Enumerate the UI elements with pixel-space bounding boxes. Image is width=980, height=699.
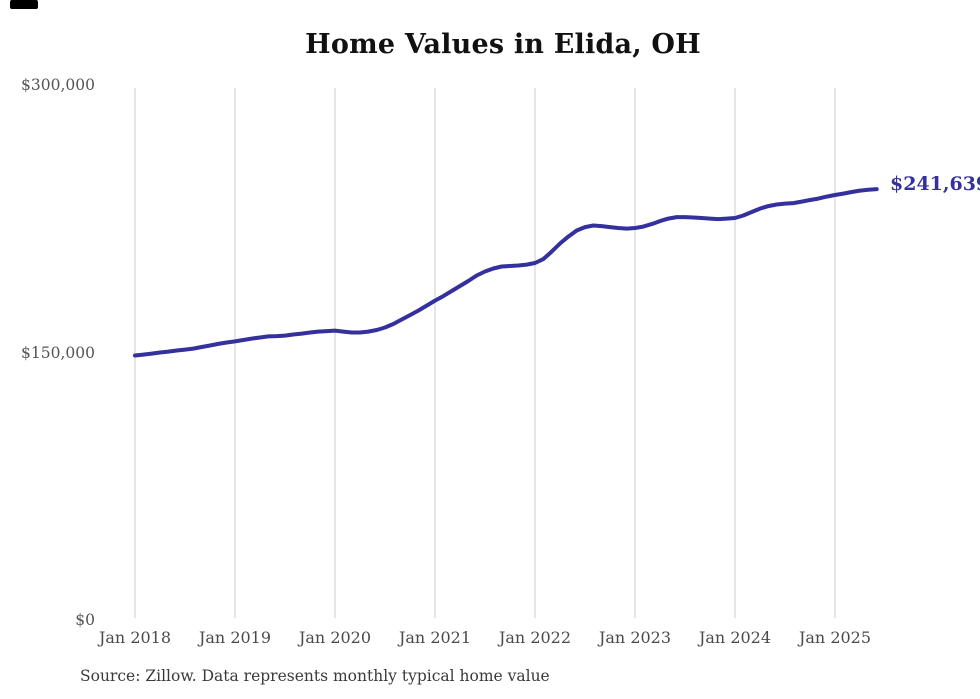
x-tick-label: Jan 2022 — [498, 628, 572, 647]
x-tick-label: Jan 2019 — [198, 628, 272, 647]
y-tick-label: $300,000 — [21, 76, 95, 94]
corner-artifact — [10, 0, 38, 9]
y-tick-label: $0 — [75, 611, 95, 629]
x-tick-label: Jan 2024 — [698, 628, 772, 647]
x-tick-label: Jan 2025 — [798, 628, 872, 647]
x-tick-label: Jan 2018 — [98, 628, 172, 647]
gridlines — [134, 88, 836, 618]
x-tick-label: Jan 2023 — [598, 628, 672, 647]
x-tick-label: Jan 2021 — [398, 628, 472, 647]
x-tick-label: Jan 2020 — [298, 628, 372, 647]
source-note: Source: Zillow. Data represents monthly … — [80, 667, 550, 685]
y-tick-label: $150,000 — [21, 344, 95, 362]
home-value-line — [133, 187, 879, 358]
final-value-annotation: $241,639 — [890, 173, 980, 195]
chart-title: Home Values in Elida, OH — [305, 29, 701, 60]
